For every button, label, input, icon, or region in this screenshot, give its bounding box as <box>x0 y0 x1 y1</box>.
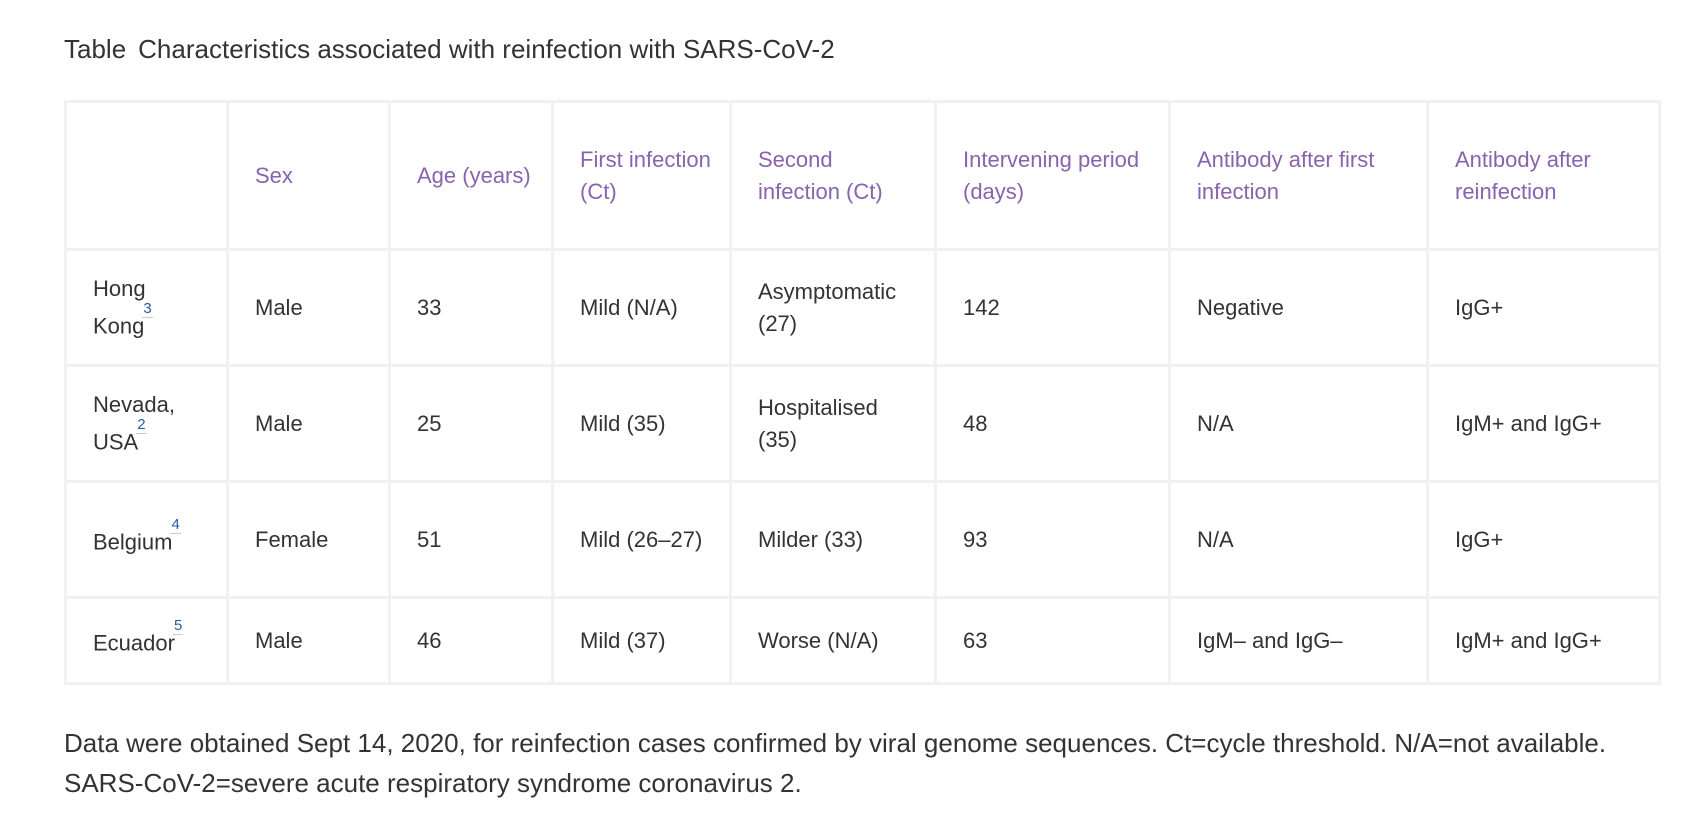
cell-sex: Male <box>226 596 391 685</box>
cell-first-infection: Mild (N/A) <box>551 248 732 367</box>
cell-antibody-first: N/A <box>1168 480 1429 599</box>
cell-first-infection: Mild (37) <box>551 596 732 685</box>
header-age: Age (years) <box>388 100 554 251</box>
cell-age: 25 <box>388 364 554 483</box>
cell-antibody-first: Negative <box>1168 248 1429 367</box>
table-row: Hong Kong3 Male 33 Mild (N/A) Asymptomat… <box>64 248 1661 367</box>
cell-location: Hong Kong3 <box>64 248 229 367</box>
cell-second-infection: Hospitalised (35) <box>729 364 937 483</box>
cell-second-infection: Worse (N/A) <box>729 596 937 685</box>
reference-link[interactable]: 4 <box>170 515 181 534</box>
header-intervening-period: Intervening period (days) <box>934 100 1171 251</box>
cell-age: 51 <box>388 480 554 599</box>
table-caption: Table Characteristics associated with rei… <box>64 34 835 65</box>
cell-antibody-reinfection: IgM+ and IgG+ <box>1426 364 1661 483</box>
cell-age: 46 <box>388 596 554 685</box>
cell-sex: Female <box>226 480 391 599</box>
table-footnote: Data were obtained Sept 14, 2020, for re… <box>64 728 1607 798</box>
header-second-infection: Second infection (Ct) <box>729 100 937 251</box>
header-location <box>64 100 229 251</box>
cell-intervening-period: 93 <box>934 480 1171 599</box>
cell-antibody-reinfection: IgG+ <box>1426 480 1661 599</box>
cell-antibody-reinfection: IgG+ <box>1426 248 1661 367</box>
cell-first-infection: Mild (26–27) <box>551 480 732 599</box>
reference-link[interactable]: 3 <box>142 299 153 318</box>
header-sex: Sex <box>226 100 391 251</box>
cell-location: Belgium4 <box>64 480 229 599</box>
table-row: Belgium4 Female 51 Mild (26–27) Milder (… <box>64 480 1661 599</box>
cell-antibody-first: N/A <box>1168 364 1429 483</box>
cell-location: Nevada, USA2 <box>64 364 229 483</box>
header-antibody-reinfection: Antibody after reinfection <box>1426 100 1661 251</box>
reinfection-table: Sex Age (years) First infection (Ct) Sec… <box>64 100 1661 685</box>
header-first-infection: First infection (Ct) <box>551 100 732 251</box>
cell-second-infection: Asymptomatic (27) <box>729 248 937 367</box>
cell-intervening-period: 142 <box>934 248 1171 367</box>
cell-intervening-period: 63 <box>934 596 1171 685</box>
cell-intervening-period: 48 <box>934 364 1171 483</box>
header-antibody-first: Antibody after first infection <box>1168 100 1429 251</box>
table-row: Nevada, USA2 Male 25 Mild (35) Hospitali… <box>64 364 1661 483</box>
cell-sex: Male <box>226 248 391 367</box>
reference-link[interactable]: 5 <box>172 616 184 635</box>
location-text: Belgium <box>93 529 173 555</box>
cell-age: 33 <box>388 248 554 367</box>
cell-sex: Male <box>226 364 391 483</box>
location-text: Hong Kong <box>93 275 146 339</box>
table-caption-title: Characteristics associated with reinfect… <box>138 34 835 64</box>
table-row: Ecuador5 Male 46 Mild (37) Worse (N/A) 6… <box>64 596 1661 685</box>
table-header-row: Sex Age (years) First infection (Ct) Sec… <box>64 100 1661 251</box>
cell-antibody-first: IgM– and IgG– <box>1168 596 1429 685</box>
cell-antibody-reinfection: IgM+ and IgG+ <box>1426 596 1661 685</box>
cell-location: Ecuador5 <box>64 596 229 685</box>
cell-second-infection: Milder (33) <box>729 480 937 599</box>
table-caption-label: Table <box>64 34 127 64</box>
location-text: Ecuador <box>93 630 175 656</box>
cell-first-infection: Mild (35) <box>551 364 732 483</box>
reference-link[interactable]: 2 <box>136 415 147 434</box>
location-text: Nevada, USA <box>93 391 175 455</box>
